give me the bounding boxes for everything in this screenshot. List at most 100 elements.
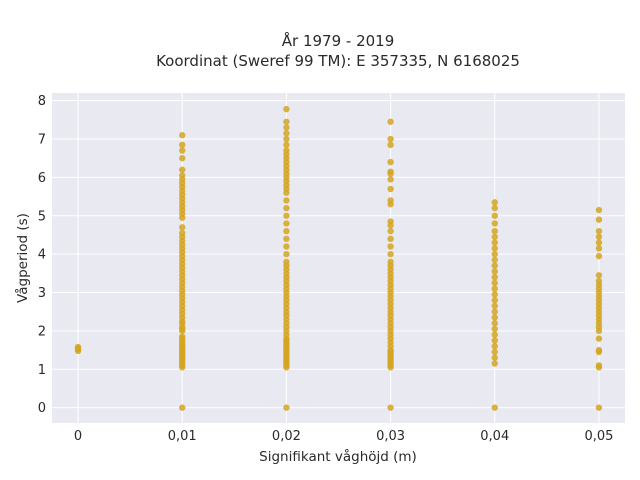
data-point — [283, 204, 290, 212]
data-point — [491, 204, 498, 212]
data-point — [387, 135, 394, 143]
data-point — [595, 404, 603, 411]
data-point — [491, 199, 498, 206]
data-point — [179, 155, 186, 162]
data-point — [491, 354, 498, 361]
data-point — [387, 218, 394, 225]
data-point — [283, 135, 290, 143]
data-point — [283, 118, 290, 125]
data-point — [595, 216, 603, 223]
data-point — [595, 239, 603, 246]
plot-area — [52, 93, 625, 423]
data-point — [595, 206, 603, 214]
data-point — [491, 268, 498, 275]
data-point — [387, 243, 394, 250]
data-point — [491, 343, 498, 350]
data-point — [387, 197, 394, 204]
data-point — [179, 404, 186, 411]
data-point — [491, 279, 498, 287]
data-point — [491, 220, 498, 227]
data-point — [283, 235, 290, 243]
data-point — [387, 176, 394, 183]
data-point — [283, 404, 290, 411]
y-tick-label: 0 — [38, 401, 46, 416]
data-point — [491, 245, 498, 252]
data-point — [283, 147, 290, 154]
y-axis-label: Vågperiod (s) — [14, 213, 31, 303]
data-point — [283, 227, 290, 235]
x-tick-label: 0,03 — [376, 429, 405, 444]
chart-subtitle: Koordinat (Sweref 99 TM): E 357335, N 61… — [156, 52, 520, 70]
data-point — [283, 258, 290, 266]
data-point — [491, 291, 498, 298]
data-point — [491, 314, 498, 321]
data-point — [491, 262, 498, 269]
data-point — [491, 320, 498, 327]
data-point — [387, 250, 394, 258]
data-points — [74, 105, 603, 411]
data-point — [387, 141, 394, 149]
data-point — [595, 233, 603, 241]
data-point — [491, 325, 498, 333]
y-tick-label: 1 — [38, 363, 46, 378]
data-point — [491, 212, 498, 219]
data-point — [283, 124, 290, 131]
data-point — [179, 141, 186, 149]
data-point — [283, 220, 290, 227]
data-point — [387, 258, 394, 266]
data-point — [595, 272, 603, 279]
data-point — [491, 308, 498, 315]
tick-labels: 0 1 2 3 4 5 6 7 8 0 0,01 0,02 0,03 0,04 0,05 — [38, 94, 614, 444]
data-point — [491, 256, 498, 264]
y-tick-label: 4 — [38, 248, 46, 263]
data-point — [595, 227, 603, 235]
data-point — [491, 227, 498, 235]
data-point — [179, 224, 186, 231]
data-point — [387, 168, 394, 175]
y-tick-label: 6 — [38, 171, 46, 186]
y-tick-label: 8 — [38, 94, 46, 109]
data-point — [491, 348, 498, 356]
x-tick-label: 0,04 — [480, 429, 509, 444]
data-point — [491, 239, 498, 246]
x-tick-label: 0,01 — [168, 429, 197, 444]
data-point — [491, 273, 498, 281]
data-point — [387, 118, 394, 125]
data-point — [595, 362, 603, 369]
data-point — [491, 360, 498, 367]
data-point — [179, 166, 186, 173]
data-point — [283, 243, 290, 250]
y-tick-label: 3 — [38, 286, 46, 301]
data-point — [387, 185, 394, 193]
data-point — [283, 212, 290, 219]
data-point — [387, 235, 394, 243]
chart-title: År 1979 - 2019 — [282, 31, 395, 50]
data-point — [179, 333, 186, 340]
data-point — [74, 343, 82, 351]
data-point — [387, 158, 394, 166]
data-point — [595, 252, 603, 260]
data-point — [283, 105, 290, 113]
data-point — [491, 285, 498, 292]
y-tick-label: 5 — [38, 209, 46, 224]
data-point — [491, 337, 498, 344]
data-point — [595, 277, 603, 285]
data-point — [491, 297, 498, 304]
y-tick-label: 7 — [38, 133, 46, 148]
data-point — [595, 245, 603, 252]
data-point — [283, 197, 290, 204]
data-point — [595, 346, 603, 354]
y-tick-label: 2 — [38, 324, 46, 339]
x-tick-label: 0,02 — [272, 429, 301, 444]
data-point — [283, 141, 290, 149]
data-point — [491, 404, 498, 411]
data-point — [491, 250, 498, 258]
data-point — [387, 227, 394, 235]
x-axis-label: Signifikant våghöjd (m) — [259, 448, 417, 465]
x-tick-label: 0,05 — [584, 429, 613, 444]
data-point — [179, 147, 186, 154]
data-point — [595, 335, 603, 342]
data-point — [491, 302, 498, 310]
data-point — [179, 229, 186, 237]
data-point — [283, 250, 290, 258]
